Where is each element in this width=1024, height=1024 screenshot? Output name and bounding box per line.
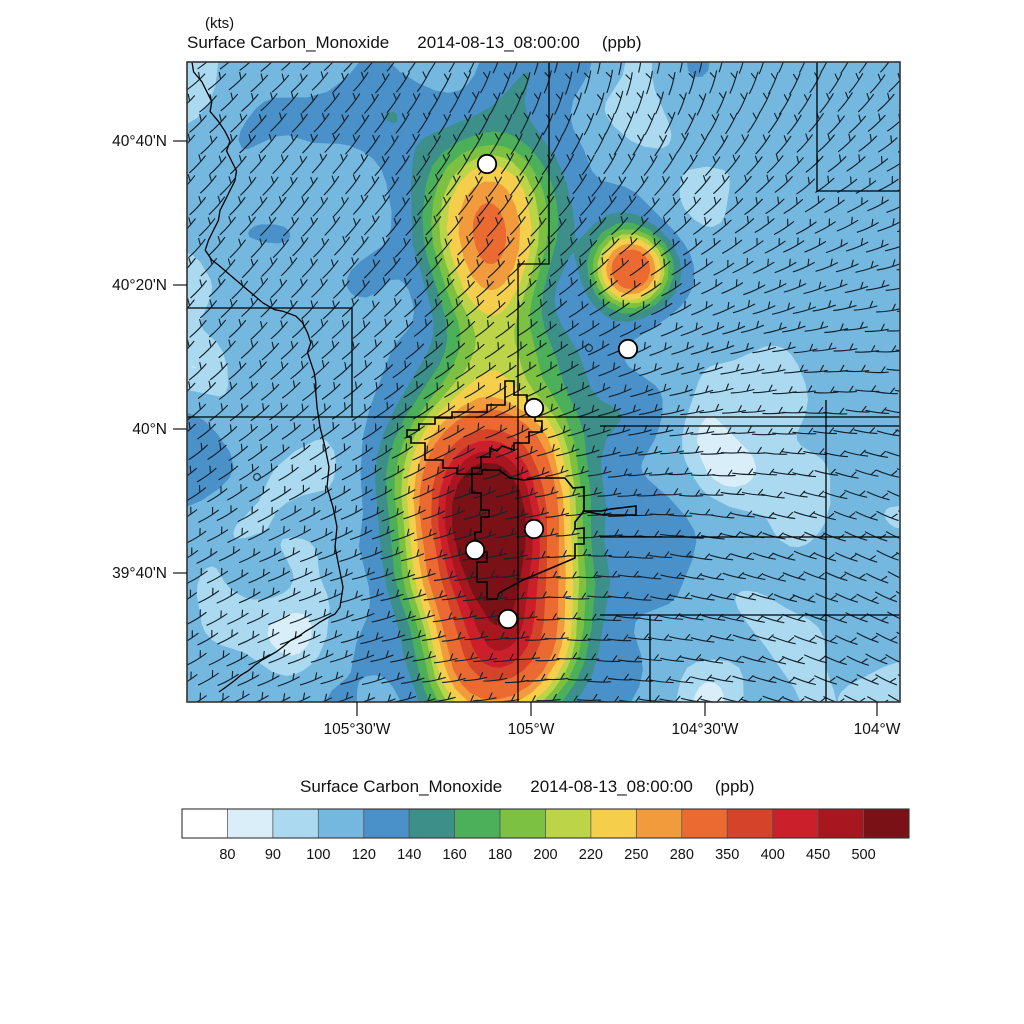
svg-text:90: 90 (265, 847, 281, 863)
svg-text:280: 280 (670, 847, 694, 863)
svg-text:450: 450 (806, 847, 830, 863)
svg-text:200: 200 (533, 847, 557, 863)
svg-text:140: 140 (397, 847, 421, 863)
svg-text:180: 180 (488, 847, 512, 863)
svg-text:220: 220 (579, 847, 603, 863)
svg-text:104°30'W: 104°30'W (672, 721, 739, 738)
svg-text:105°30'W: 105°30'W (324, 721, 391, 738)
svg-text:40°20'N: 40°20'N (112, 277, 167, 294)
svg-text:104°W: 104°W (854, 721, 901, 738)
svg-text:(kts): (kts) (205, 15, 234, 32)
svg-text:40°40'N: 40°40'N (112, 133, 167, 150)
svg-text:160: 160 (442, 847, 466, 863)
svg-text:500: 500 (851, 847, 875, 863)
svg-text:120: 120 (352, 847, 376, 863)
svg-text:105°W: 105°W (508, 721, 555, 738)
svg-text:100: 100 (306, 847, 330, 863)
svg-text:80: 80 (219, 847, 235, 863)
svg-text:40°N: 40°N (132, 421, 167, 438)
svg-text:350: 350 (715, 847, 739, 863)
svg-text:400: 400 (761, 847, 785, 863)
svg-text:250: 250 (624, 847, 648, 863)
svg-text:39°40'N: 39°40'N (112, 565, 167, 582)
